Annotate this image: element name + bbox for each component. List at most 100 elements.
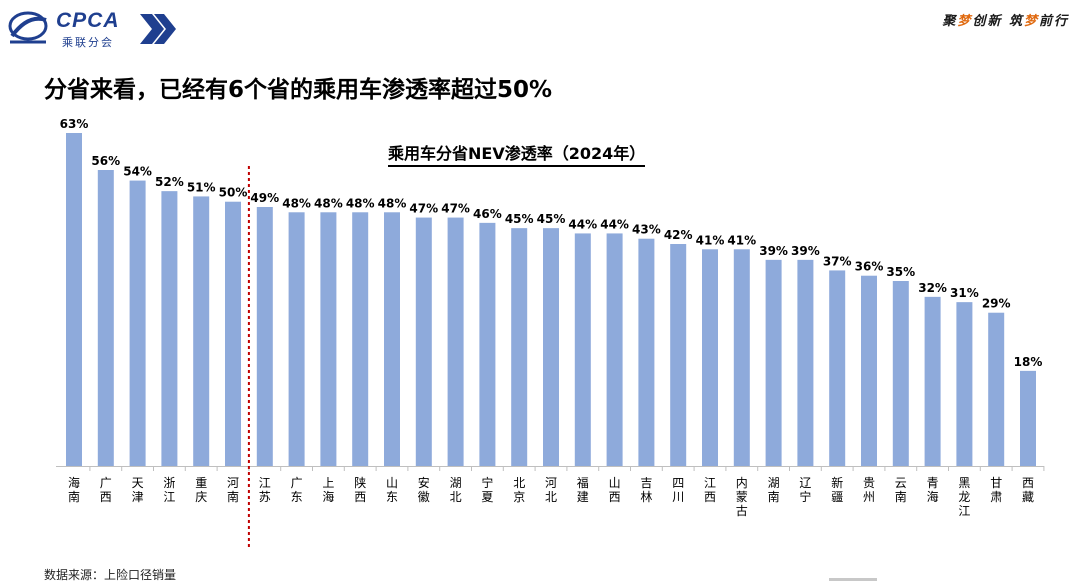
- bar: [988, 312, 1005, 466]
- bar: [702, 249, 718, 466]
- data-label: 52%: [155, 175, 184, 189]
- bar: [256, 207, 273, 466]
- bar: [161, 191, 178, 466]
- bar: [892, 281, 909, 466]
- data-label: 41%: [727, 233, 756, 247]
- data-source-note: 数据来源：上险口径销量: [44, 568, 177, 582]
- data-label: 46%: [473, 207, 502, 221]
- data-label: 47%: [441, 202, 470, 216]
- bar: [66, 133, 82, 466]
- data-label: 48%: [378, 196, 407, 210]
- footer-decoration: [829, 578, 877, 581]
- x-tick-label: 青海: [927, 476, 939, 504]
- bar: [797, 259, 814, 466]
- bar: [638, 238, 655, 466]
- x-tick-label: 湖南: [768, 475, 780, 504]
- x-tick-label: 江西: [704, 476, 716, 504]
- x-tick-label: 内蒙古: [736, 476, 748, 518]
- data-label: 54%: [123, 165, 152, 179]
- data-label: 29%: [982, 297, 1011, 311]
- data-label: 42%: [664, 228, 693, 242]
- x-tick-label: 浙江: [163, 476, 175, 504]
- data-label: 44%: [600, 217, 629, 231]
- bar: [415, 217, 432, 466]
- bar: [447, 217, 464, 466]
- data-label: 37%: [823, 254, 852, 268]
- data-label: 41%: [696, 233, 725, 247]
- x-tick-label: 陕西: [354, 475, 366, 504]
- data-label: 45%: [505, 212, 534, 226]
- data-label: 51%: [187, 180, 216, 194]
- x-tick-label: 天津: [132, 476, 144, 504]
- bar: [97, 170, 114, 466]
- x-tick-label: 贵州: [863, 476, 875, 504]
- x-tick-label: 广东: [291, 476, 303, 504]
- x-tick-label: 甘肃: [990, 476, 1002, 504]
- x-tick-label: 北京: [513, 476, 525, 504]
- logo-subtitle: 乘联分会: [62, 36, 114, 49]
- x-tick-label: 江苏: [259, 476, 271, 504]
- data-label: 56%: [91, 154, 120, 168]
- bar: [352, 212, 369, 466]
- data-label: 45%: [537, 212, 566, 226]
- cpca-emblem-icon: [8, 11, 48, 44]
- bar: [129, 180, 146, 467]
- x-tick-label: 重庆: [195, 476, 207, 504]
- bar: [193, 196, 210, 466]
- x-tick-label: 四川: [672, 476, 684, 504]
- bar: [861, 275, 877, 466]
- bar: [1020, 370, 1036, 466]
- bar: [733, 249, 750, 466]
- data-label: 39%: [791, 244, 820, 258]
- page-headline: 分省来看，已经有6个省的乘用车渗透率超过50%: [44, 77, 553, 103]
- x-tick-label: 云南: [895, 476, 907, 504]
- bar: [543, 228, 559, 466]
- slogan: 聚梦创新 筑梦前行: [942, 14, 1069, 29]
- bar: [511, 228, 528, 466]
- data-label: 63%: [60, 117, 89, 131]
- data-label: 48%: [314, 196, 343, 210]
- data-label: 44%: [568, 217, 597, 231]
- bar: [574, 233, 591, 466]
- cpca-logo: CPCA 乘联分会: [6, 6, 181, 50]
- x-tick-label: 宁夏: [481, 475, 493, 504]
- data-label: 32%: [918, 281, 947, 295]
- bar: [288, 212, 305, 466]
- x-tick-label: 山东: [386, 476, 398, 504]
- chevron-right-icon: [140, 14, 176, 44]
- x-tick-label: 海南: [68, 475, 80, 504]
- data-label: 18%: [1014, 355, 1043, 369]
- bar: [956, 302, 973, 466]
- bar: [225, 201, 241, 466]
- x-tick-label: 河北: [545, 476, 557, 504]
- x-tick-label: 湖北: [450, 475, 462, 504]
- data-label: 43%: [632, 223, 661, 237]
- logo-text: CPCA: [56, 9, 120, 32]
- x-tick-label: 吉林: [640, 476, 652, 504]
- x-tick-label: 黑龙江: [958, 476, 970, 518]
- data-label: 48%: [346, 196, 375, 210]
- bar: [479, 222, 496, 466]
- x-tick-label: 福建: [577, 475, 589, 504]
- bar: [924, 296, 941, 466]
- bar: [670, 244, 687, 466]
- x-tick-label: 西藏: [1022, 476, 1034, 504]
- data-label: 39%: [759, 244, 788, 258]
- data-label: 31%: [950, 286, 979, 300]
- x-tick-label: 广西: [100, 476, 112, 504]
- data-label: 36%: [855, 260, 884, 274]
- x-tick-label: 辽宁: [799, 476, 811, 504]
- data-label: 48%: [282, 196, 311, 210]
- bar: [829, 270, 846, 466]
- x-tick-label: 山西: [609, 476, 621, 504]
- bar: [384, 212, 400, 466]
- data-label: 50%: [219, 186, 248, 200]
- data-label: 47%: [409, 202, 438, 216]
- chart-title: 乘用车分省NEV渗透率（2024年）: [388, 140, 646, 167]
- bar: [320, 212, 337, 466]
- data-label: 35%: [886, 265, 915, 279]
- x-tick-label: 新疆: [831, 475, 843, 504]
- bar: [765, 259, 782, 466]
- bar: [606, 233, 623, 466]
